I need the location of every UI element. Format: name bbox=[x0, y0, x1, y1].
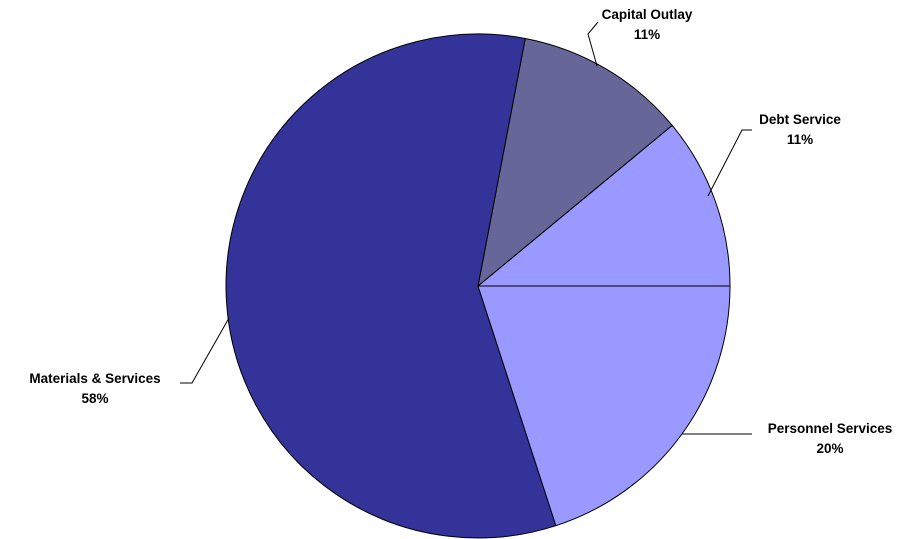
pie-slice-personnel-services bbox=[477, 285, 731, 527]
pie-slice-materials-services bbox=[225, 33, 557, 539]
slice-label: Personnel Services 20% bbox=[768, 421, 893, 456]
slice-name: Materials & Services bbox=[29, 371, 160, 386]
slice-labels: Debt Service 11% Capital Outlay 11% Material… bbox=[29, 7, 892, 456]
leader-lines bbox=[180, 21, 752, 435]
pie-slice-capital-outlay bbox=[477, 37, 673, 288]
slice-percent: 11% bbox=[787, 132, 813, 147]
leader-line bbox=[707, 129, 752, 197]
slice-percent: 58% bbox=[81, 391, 108, 406]
slice-name: Capital Outlay bbox=[602, 7, 693, 22]
slice-label: Capital Outlay 11% bbox=[602, 7, 693, 42]
slice-name: Debt Service bbox=[759, 112, 841, 127]
slice-percent: 20% bbox=[816, 441, 843, 456]
slice-name: Personnel Services bbox=[768, 421, 893, 436]
pie-slices bbox=[225, 33, 731, 539]
leader-line bbox=[587, 21, 599, 67]
pie-slice-debt-service bbox=[476, 124, 731, 287]
slice-label: Debt Service 11% bbox=[759, 112, 841, 147]
slice-percent: 11% bbox=[634, 27, 660, 42]
slice-label: Materials & Services 58% bbox=[29, 371, 160, 406]
leader-line bbox=[180, 317, 230, 384]
